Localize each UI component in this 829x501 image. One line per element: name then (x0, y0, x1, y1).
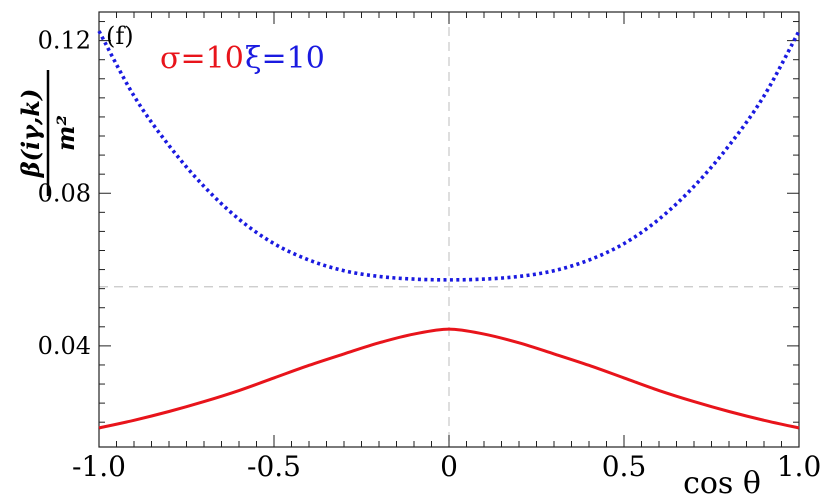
y-axis-label-numerator: β(iγ,k) (16, 89, 45, 179)
legend-entry-xi: ξ=10 (245, 41, 325, 76)
x-tick-label: -0.5 (247, 450, 301, 483)
x-tick-label: 1.0 (777, 450, 822, 483)
x-axis-label: cos θ (683, 466, 761, 501)
y-tick-label: 0.04 (38, 332, 91, 360)
reference-lines (99, 12, 799, 447)
x-tick-label: 0 (440, 450, 458, 483)
y-tick-label: 0.12 (38, 27, 91, 55)
plot-frame (98, 11, 800, 448)
series-layer (97, 30, 801, 430)
panel-label: (f) (106, 22, 134, 50)
y-tick-label: 0.08 (38, 179, 91, 207)
axis-ticks (98, 12, 800, 447)
series-line-sigma (98, 327, 800, 430)
series-line-xi (97, 30, 801, 282)
y-axis-label-denominator: m² (51, 115, 80, 151)
tick-labels: -1.0 -0.5 0 0.5 1.0 0.04 0.08 0.12 (38, 27, 822, 483)
y-axis-label: β(iγ,k) m² (16, 70, 80, 196)
x-tick-label: -1.0 (72, 450, 126, 483)
legend-entry-sigma: σ=10 (160, 41, 244, 76)
x-tick-label: 0.5 (602, 450, 647, 483)
